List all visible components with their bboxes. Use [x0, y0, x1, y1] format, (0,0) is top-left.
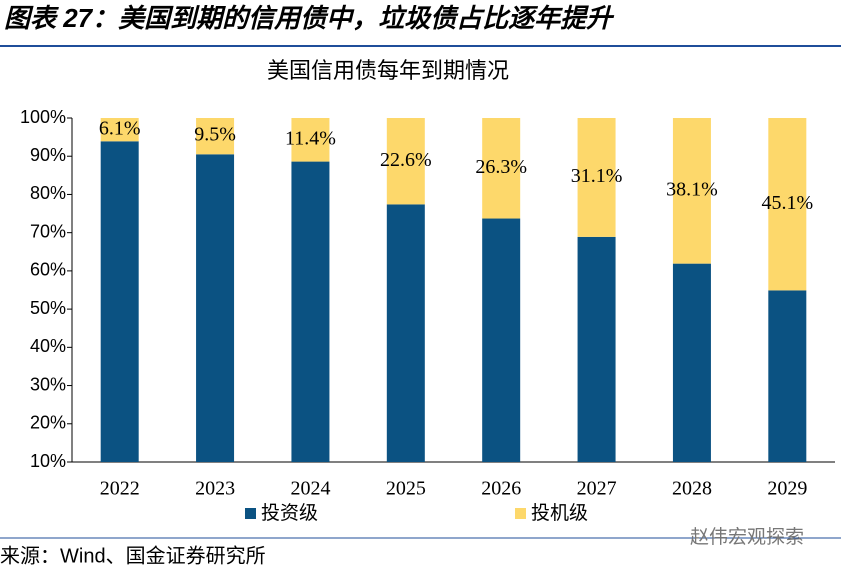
source: 来源：Wind、国金证券研究所 — [0, 544, 266, 567]
data-label: 9.5% — [194, 124, 236, 146]
bar-segment — [196, 154, 235, 463]
data-label: 31.1% — [571, 165, 623, 187]
bar-segment — [577, 118, 616, 237]
x-tick-label: 2028 — [672, 478, 712, 500]
y-tick-label: 70% — [30, 221, 66, 241]
bar-segment — [768, 290, 807, 462]
chart-title: 美国信用债每年到期情况 — [267, 58, 509, 83]
y-tick-label: 10% — [30, 451, 66, 471]
y-tick-label: 30% — [30, 374, 66, 394]
bar-segment — [196, 118, 235, 155]
x-tick-label: 2026 — [481, 478, 521, 500]
header-title: 图表 27：美国到期的信用债中，垃圾债占比逐年提升 — [4, 3, 615, 33]
y-tick-label: 100% — [20, 107, 66, 127]
data-label: 6.1% — [99, 117, 141, 139]
bar-segment — [100, 141, 139, 462]
y-tick-label: 40% — [30, 336, 66, 356]
bar-segment — [291, 161, 330, 462]
watermark: 赵伟宏观探索 — [690, 526, 804, 548]
y-tick-label: 90% — [30, 145, 66, 165]
legend-label: 投资级 — [261, 502, 318, 524]
legend-swatch — [245, 508, 256, 519]
legend-swatch — [515, 508, 526, 519]
x-tick-label: 2024 — [290, 478, 330, 500]
y-tick-label: 80% — [30, 183, 66, 203]
legend-label: 投机级 — [531, 502, 588, 524]
bar-segment — [482, 218, 521, 462]
bar-segment — [386, 118, 425, 205]
data-label: 26.3% — [475, 156, 527, 178]
bar-segment — [768, 118, 807, 291]
bar-segment — [482, 118, 521, 219]
bar-segment — [291, 118, 330, 162]
bar-segment — [100, 118, 139, 142]
data-label: 22.6% — [380, 149, 432, 171]
data-label: 38.1% — [666, 178, 718, 200]
bar-segment — [386, 204, 425, 463]
data-label: 45.1% — [761, 192, 813, 214]
y-tick-label: 20% — [30, 413, 66, 433]
x-tick-label: 2029 — [767, 478, 807, 500]
y-tick-label: 60% — [30, 260, 66, 280]
x-tick-label: 2025 — [386, 478, 426, 500]
x-tick-label: 2022 — [100, 478, 140, 500]
bar-segment — [672, 118, 711, 264]
y-tick-label: 50% — [30, 298, 66, 318]
x-tick-label: 2027 — [577, 478, 617, 500]
x-tick-label: 2023 — [195, 478, 235, 500]
bar-segment — [672, 263, 711, 462]
data-label: 11.4% — [285, 127, 336, 149]
bar-segment — [577, 236, 616, 462]
